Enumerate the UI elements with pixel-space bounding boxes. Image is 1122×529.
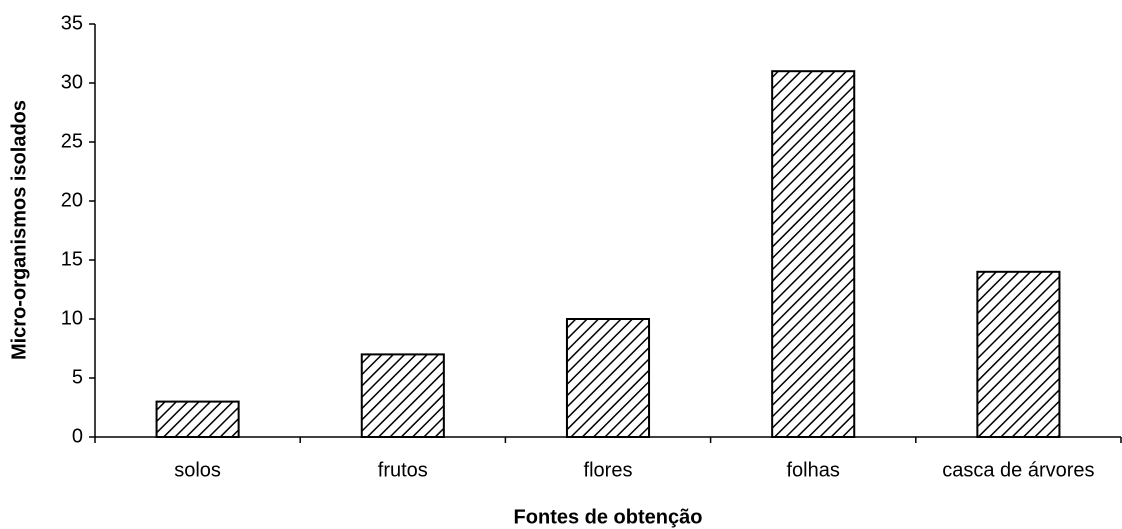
bar bbox=[976, 270, 1061, 438]
y-tick-label: 30 bbox=[61, 71, 83, 93]
x-tick-label: folhas bbox=[787, 459, 840, 481]
y-tick-label: 20 bbox=[61, 189, 83, 211]
bar bbox=[360, 353, 445, 438]
y-axis-title: Micro-organismos isolados bbox=[8, 100, 30, 360]
y-tick-label: 0 bbox=[72, 425, 83, 447]
x-tick-label: frutos bbox=[378, 459, 428, 481]
x-tick-label: solos bbox=[174, 459, 221, 481]
x-tick-label: casca de árvores bbox=[942, 459, 1094, 481]
x-tick-label: flores bbox=[584, 459, 633, 481]
bar bbox=[565, 318, 651, 438]
bar bbox=[155, 400, 240, 439]
y-tick-label: 10 bbox=[61, 307, 83, 329]
y-tick-label: 15 bbox=[61, 248, 83, 270]
bar bbox=[771, 70, 856, 438]
y-tick-label: 25 bbox=[61, 130, 83, 152]
y-tick-label: 5 bbox=[72, 366, 83, 388]
x-axis-title: Fontes de obtenção bbox=[514, 506, 703, 528]
y-tick-label: 35 bbox=[61, 12, 83, 34]
